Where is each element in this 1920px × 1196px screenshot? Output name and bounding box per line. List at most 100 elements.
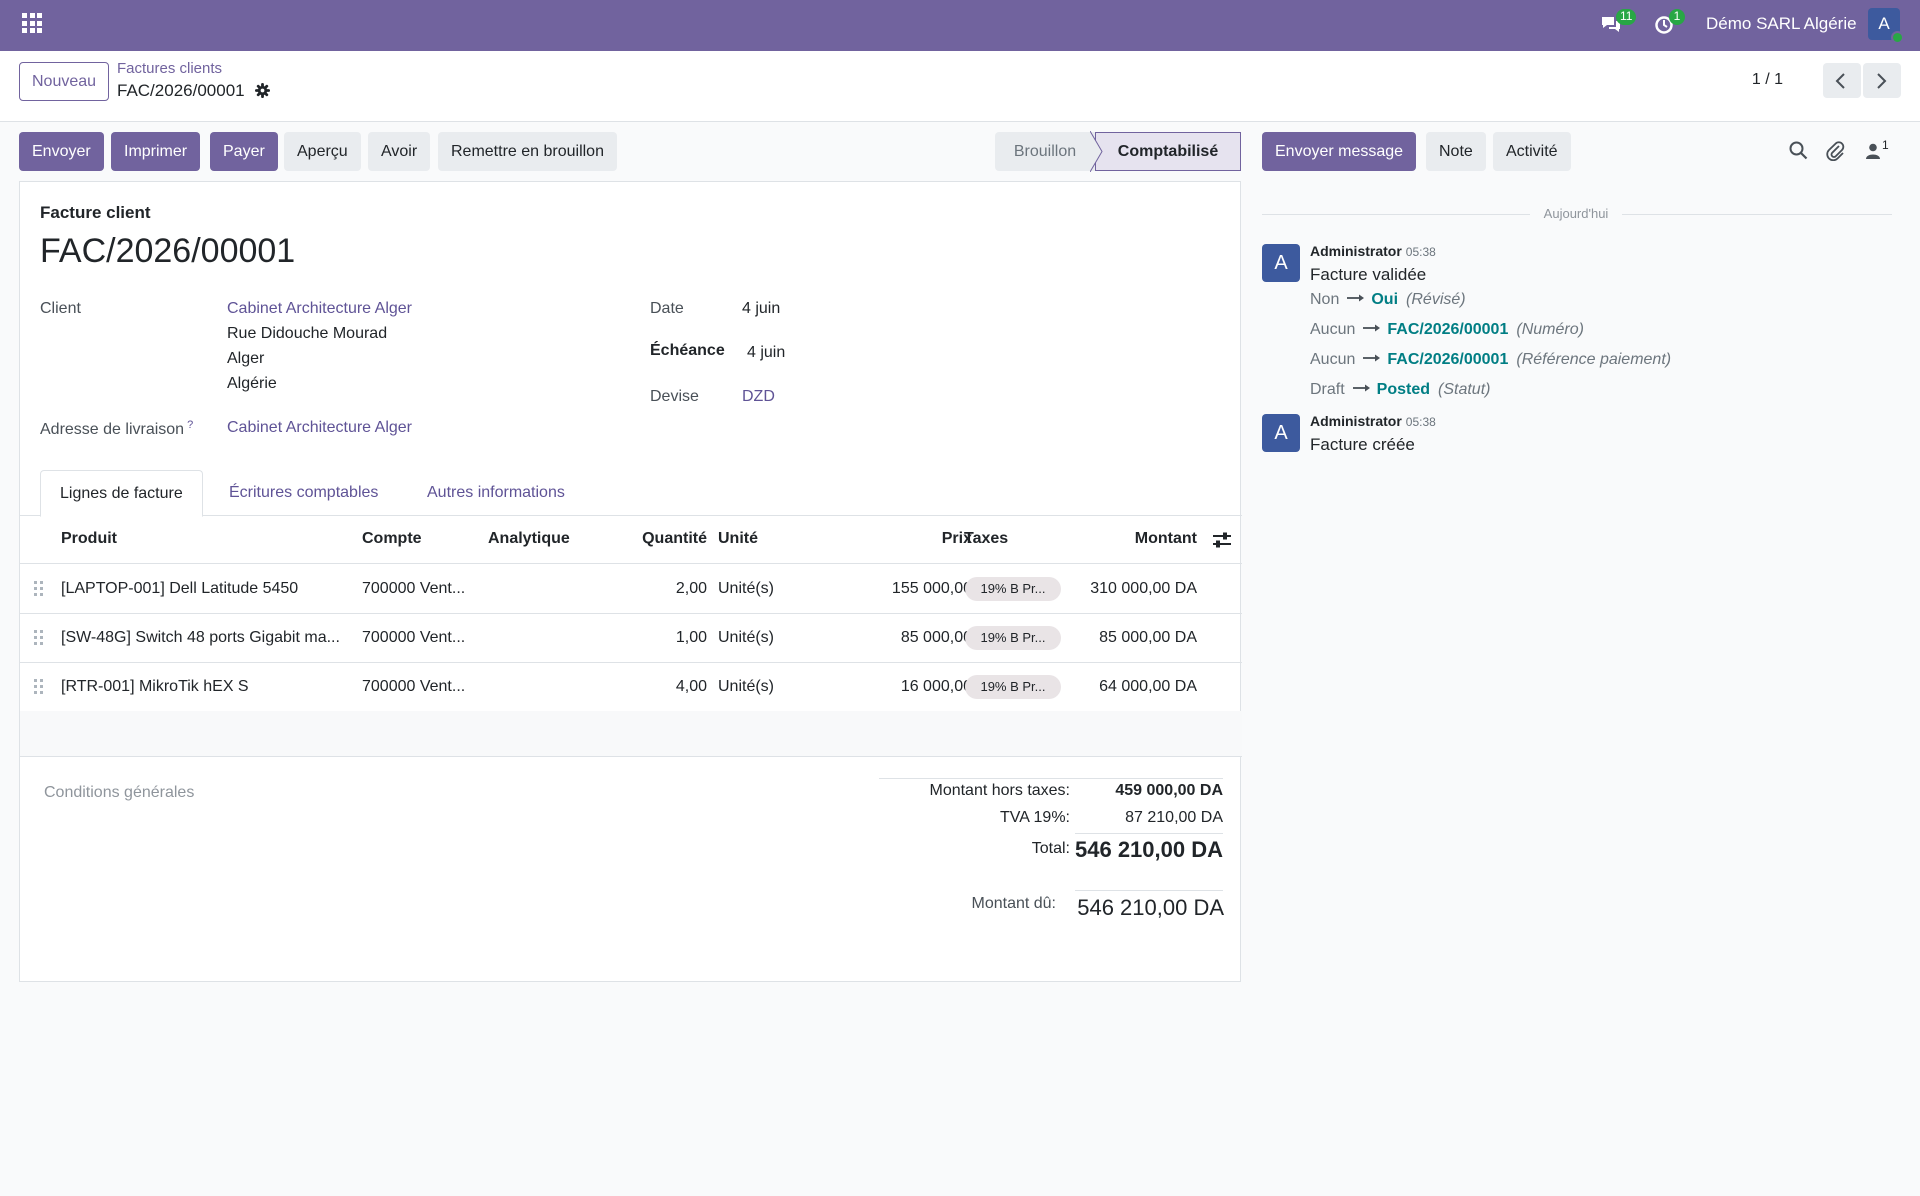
status-arrow-icon <box>1090 131 1103 172</box>
terms-conditions-field[interactable]: Conditions générales <box>44 784 195 801</box>
tracking-field: (Numéro) <box>1516 321 1584 338</box>
line-tax-badge[interactable]: 19% B Pr... <box>965 626 1061 650</box>
tracking-field: (Révisé) <box>1406 291 1466 308</box>
line-product[interactable]: [SW-48G] Switch 48 ports Gigabit ma... <box>61 629 340 646</box>
message-body: Facture créée <box>1310 435 1415 454</box>
due-divider <box>1075 890 1223 891</box>
col-analytic[interactable]: Analytique <box>488 530 570 547</box>
pager-value[interactable]: 1 / 1 <box>1751 71 1783 88</box>
control-panel: Nouveau Factures clients FAC/2026/00001 … <box>0 51 1920 122</box>
tracking-new-value: Posted <box>1376 381 1431 398</box>
send-button[interactable]: Envoyer <box>19 132 104 171</box>
line-quantity[interactable]: 1,00 <box>675 629 707 646</box>
drag-handle-icon[interactable] <box>34 630 44 646</box>
company-switcher[interactable]: Démo SARL Algérie <box>1706 14 1857 33</box>
arrow-right-icon <box>1363 354 1381 362</box>
tracking-line: Aucun FAC/2026/00001 (Numéro) <box>1310 321 1584 339</box>
col-product[interactable]: Produit <box>61 530 117 547</box>
tab-invoice-lines[interactable]: Lignes de facture <box>40 470 203 517</box>
print-button[interactable]: Imprimer <box>111 132 201 171</box>
pager-previous-button[interactable] <box>1823 63 1861 98</box>
arrow-right-icon <box>1352 384 1370 392</box>
line-quantity[interactable]: 2,00 <box>675 580 707 597</box>
tab-journal-items[interactable]: Écritures comptables <box>229 484 379 501</box>
followers-count: 1 <box>1882 138 1889 152</box>
new-button[interactable]: Nouveau <box>19 62 110 101</box>
date-label: Date <box>650 300 684 317</box>
send-message-button[interactable]: Envoyer message <box>1262 132 1417 171</box>
table-row[interactable]: [SW-48G] Switch 48 ports Gigabit ma... 7… <box>20 614 1242 663</box>
search-icon[interactable] <box>1789 141 1808 160</box>
line-tax-badge[interactable]: 19% B Pr... <box>965 675 1061 699</box>
totals-divider <box>879 778 1223 779</box>
line-account[interactable]: 700000 Vent... <box>362 629 466 646</box>
apps-menu-icon[interactable] <box>22 13 42 33</box>
col-amount[interactable]: Montant <box>1134 530 1197 547</box>
help-tooltip-icon[interactable]: ? <box>187 419 194 431</box>
col-price[interactable]: Prix <box>941 530 972 547</box>
table-row[interactable]: [RTR-001] MikroTik hEX S 700000 Vent... … <box>20 663 1242 712</box>
col-unit[interactable]: Unité <box>718 530 758 547</box>
drag-handle-icon[interactable] <box>34 581 44 597</box>
line-account[interactable]: 700000 Vent... <box>362 580 466 597</box>
reset-to-draft-button[interactable]: Remettre en brouillon <box>438 132 617 171</box>
status-draft[interactable]: Brouillon <box>995 132 1095 171</box>
message-author-name[interactable]: Administrator <box>1310 413 1402 429</box>
date-separator-line <box>1262 214 1530 215</box>
col-quantity[interactable]: Quantité <box>642 530 707 547</box>
status-posted[interactable]: Comptabilisé <box>1095 132 1241 171</box>
line-quantity[interactable]: 4,00 <box>675 678 707 695</box>
total-label: Total: <box>1031 840 1070 857</box>
line-tax-badge[interactable]: 19% B Pr... <box>965 577 1061 601</box>
user-avatar-letter: A <box>1878 14 1890 33</box>
client-link[interactable]: Cabinet Architecture Alger <box>227 300 412 317</box>
line-unit[interactable]: Unité(s) <box>718 629 775 646</box>
message-time: 05:38 <box>1405 415 1436 429</box>
invoice-number: FAC/2026/00001 <box>40 232 296 270</box>
message-avatar[interactable]: A <box>1262 414 1300 452</box>
delivery-address-link[interactable]: Cabinet Architecture Alger <box>227 419 412 436</box>
tracking-old-value: Non <box>1310 291 1340 308</box>
tab-other-info[interactable]: Autres informations <box>427 484 565 501</box>
date-value[interactable]: 4 juin <box>742 300 781 317</box>
line-unit[interactable]: Unité(s) <box>718 580 775 597</box>
line-unit[interactable]: Unité(s) <box>718 678 775 695</box>
line-amount: 310 000,00 DA <box>1090 580 1197 597</box>
pager-next-button[interactable] <box>1863 63 1901 98</box>
chat-icon[interactable]: 11 <box>1600 9 1637 38</box>
col-account[interactable]: Compte <box>362 530 422 547</box>
tracking-line: Draft Posted (Statut) <box>1310 381 1490 399</box>
pay-button[interactable]: Payer <box>210 132 278 171</box>
credit-note-button[interactable]: Avoir <box>368 132 431 171</box>
message-avatar[interactable]: A <box>1262 244 1300 282</box>
arrow-right-icon <box>1363 324 1381 332</box>
activity-button[interactable]: Activité <box>1493 132 1571 171</box>
message-body: Facture validée <box>1310 265 1427 284</box>
line-account[interactable]: 700000 Vent... <box>362 678 466 695</box>
optional-columns-icon[interactable] <box>1212 531 1232 549</box>
followers-button[interactable]: 1 <box>1866 138 1896 162</box>
tracking-field: (Référence paiement) <box>1516 351 1672 368</box>
tracking-new-value: Oui <box>1371 291 1399 308</box>
add-line-row[interactable] <box>20 711 1242 757</box>
col-taxes[interactable]: Taxes <box>964 530 1009 547</box>
table-row[interactable]: [LAPTOP-001] Dell Latitude 5450 700000 V… <box>20 565 1242 614</box>
paperclip-icon[interactable] <box>1826 140 1845 161</box>
currency-value[interactable]: DZD <box>742 388 775 405</box>
gear-icon[interactable] <box>255 83 271 98</box>
drag-handle-icon[interactable] <box>34 679 44 695</box>
online-status-dot <box>1891 31 1904 44</box>
breadcrumb-invoices[interactable]: Factures clients <box>117 60 223 77</box>
activity-clock-icon[interactable]: 1 <box>1654 9 1685 38</box>
line-price[interactable]: 16 000,00 <box>900 678 972 695</box>
tracking-new-value: FAC/2026/00001 <box>1387 321 1509 338</box>
line-price[interactable]: 155 000,00 <box>891 580 972 597</box>
line-product[interactable]: [RTR-001] MikroTik hEX S <box>61 678 249 695</box>
message-author-name[interactable]: Administrator <box>1310 243 1402 259</box>
line-price[interactable]: 85 000,00 <box>900 629 972 646</box>
preview-button[interactable]: Aperçu <box>284 132 361 171</box>
line-product[interactable]: [LAPTOP-001] Dell Latitude 5450 <box>61 580 299 597</box>
log-note-button[interactable]: Note <box>1426 132 1486 171</box>
due-date-value[interactable]: 4 juin <box>747 344 786 361</box>
user-avatar[interactable]: A <box>1868 8 1904 44</box>
